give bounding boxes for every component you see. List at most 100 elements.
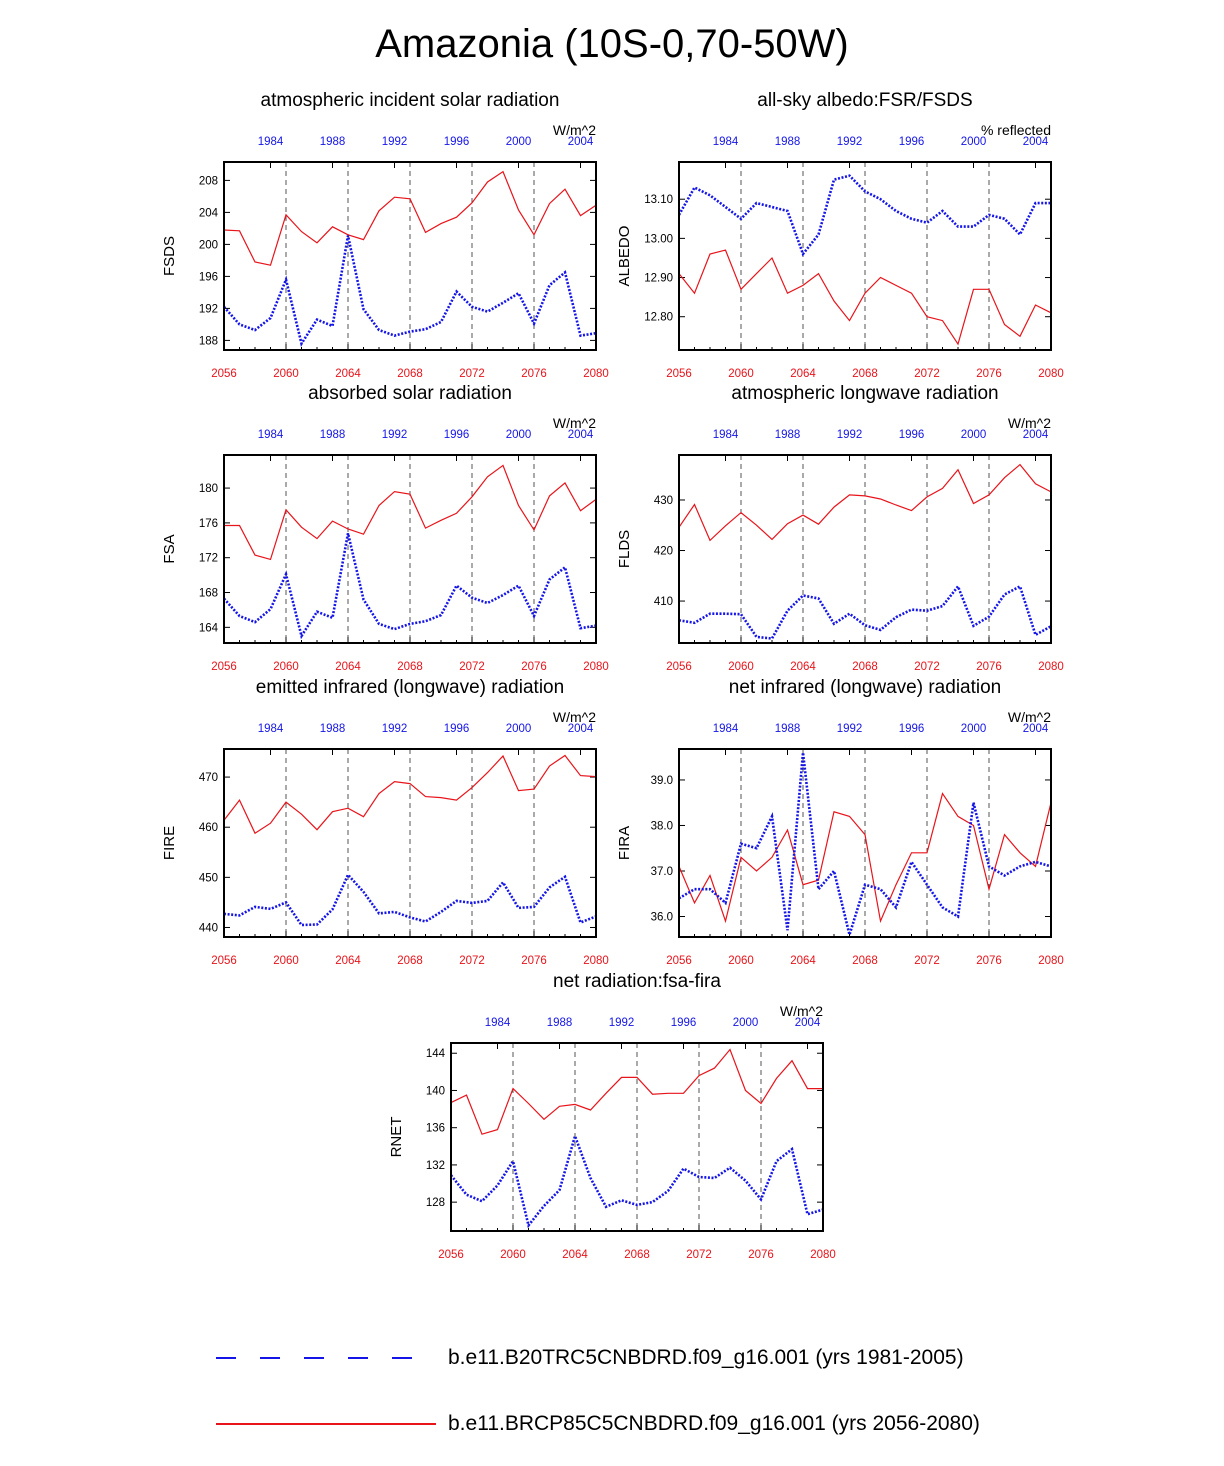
x-tick-label: 2064 — [790, 955, 816, 967]
x-tick-label: 2068 — [852, 368, 878, 380]
x-tick-label: 2080 — [1038, 368, 1064, 380]
x-top-tick-label: 2004 — [795, 1017, 821, 1029]
y-axis-label: FIRE — [161, 826, 178, 860]
x-top-tick-label: 2000 — [506, 136, 532, 148]
y-tick-label: 450 — [199, 872, 218, 884]
x-top-tick-label: 2004 — [1023, 136, 1049, 148]
x-tick-label: 2080 — [583, 661, 609, 673]
y-tick-label: 208 — [199, 175, 218, 187]
y-tick-label: 36.0 — [651, 912, 673, 924]
x-tick-label: 2076 — [521, 955, 547, 967]
figure-title: Amazonia (10S-0,70-50W) — [375, 22, 849, 66]
y-axis-label: FIRA — [616, 826, 633, 860]
y-tick-label: 176 — [199, 518, 218, 530]
x-tick-label: 2068 — [852, 661, 878, 673]
x-top-tick-label: 1992 — [382, 723, 408, 735]
x-top-tick-label: 1992 — [837, 723, 863, 735]
series-line-future — [223, 754, 597, 835]
series-line-future — [678, 463, 1052, 542]
y-tick-label: 204 — [199, 207, 219, 219]
chart-panel-fira: net infrared (longwave) radiation W/m^2 FI… — [616, 677, 1064, 967]
y-tick-label: 410 — [654, 596, 673, 608]
x-tick-label: 2072 — [914, 368, 940, 380]
x-tick-label: 2064 — [790, 368, 816, 380]
x-tick-label: 2072 — [914, 661, 940, 673]
y-tick-label: 13.10 — [644, 194, 673, 206]
y-tick-label: 200 — [199, 239, 218, 251]
y-axis-label: RNET — [388, 1117, 405, 1158]
chart-title: atmospheric incident solar radiation — [261, 90, 560, 111]
x-tick-label: 2060 — [273, 955, 299, 967]
x-top-tick-label: 1992 — [609, 1017, 635, 1029]
y-tick-label: 13.00 — [644, 233, 673, 245]
x-top-tick-label: 1984 — [258, 723, 284, 735]
x-tick-label: 2060 — [728, 661, 754, 673]
x-top-tick-label: 1996 — [899, 429, 925, 441]
legend-label-future: b.e11.BRCP85C5CNBDRD.f09_g16.001 (yrs 20… — [448, 1412, 980, 1435]
x-top-tick-label: 1996 — [444, 723, 470, 735]
plot-frame — [223, 748, 597, 938]
units-label: W/m^2 — [553, 415, 596, 431]
x-top-tick-label: 1992 — [837, 429, 863, 441]
plot-frame — [678, 748, 1052, 938]
x-top-tick-label: 1988 — [547, 1017, 573, 1029]
x-top-tick-label: 1992 — [382, 136, 408, 148]
x-top-tick-label: 1984 — [713, 136, 739, 148]
x-top-tick-label: 1984 — [258, 136, 284, 148]
y-axis-label: FSA — [161, 534, 178, 563]
y-tick-label: 128 — [426, 1197, 445, 1209]
x-tick-label: 2072 — [914, 955, 940, 967]
plot-frame — [678, 161, 1052, 351]
x-tick-label: 2076 — [521, 368, 547, 380]
series-line-historical — [223, 872, 597, 927]
x-tick-label: 2076 — [976, 368, 1002, 380]
series-line-historical — [223, 235, 597, 347]
y-tick-label: 136 — [426, 1123, 445, 1135]
x-top-tick-label: 2004 — [568, 723, 594, 735]
legend-swatch-future — [216, 1423, 436, 1425]
x-top-tick-label: 1988 — [775, 723, 801, 735]
y-tick-label: 172 — [199, 553, 218, 565]
series-line-historical — [678, 583, 1052, 640]
x-top-tick-label: 1996 — [671, 1017, 697, 1029]
plot-frame — [223, 161, 597, 351]
x-tick-label: 2064 — [335, 661, 361, 673]
series-line-future — [450, 1048, 823, 1135]
y-tick-label: 470 — [199, 772, 218, 784]
x-tick-label: 2068 — [852, 955, 878, 967]
x-tick-label: 2068 — [397, 368, 423, 380]
legend-label-historical: b.e11.B20TRC5CNBDRD.f09_g16.001 (yrs 198… — [448, 1346, 964, 1369]
x-top-tick-label: 1996 — [444, 429, 470, 441]
y-tick-label: 164 — [199, 622, 219, 634]
y-axis-label: ALBEDO — [616, 226, 633, 287]
chart-panel-fire: emitted infrared (longwave) radiation W/m… — [161, 677, 609, 967]
x-top-tick-label: 1996 — [444, 136, 470, 148]
x-tick-label: 2064 — [562, 1249, 588, 1261]
x-tick-label: 2076 — [976, 661, 1002, 673]
x-tick-label: 2060 — [728, 368, 754, 380]
x-top-tick-label: 2000 — [506, 429, 532, 441]
y-tick-label: 144 — [426, 1048, 446, 1060]
y-tick-label: 39.0 — [651, 775, 673, 787]
x-top-tick-label: 1988 — [320, 429, 346, 441]
x-top-tick-label: 1988 — [775, 429, 801, 441]
x-top-tick-label: 1996 — [899, 136, 925, 148]
x-top-tick-label: 2000 — [961, 136, 987, 148]
x-tick-label: 2056 — [438, 1249, 464, 1261]
chart-title: net radiation:fsa-fira — [553, 971, 721, 992]
x-top-tick-label: 1988 — [775, 136, 801, 148]
x-tick-label: 2080 — [1038, 955, 1064, 967]
x-tick-label: 2056 — [666, 368, 692, 380]
x-tick-label: 2080 — [810, 1249, 836, 1261]
chart-title: emitted infrared (longwave) radiation — [256, 677, 564, 698]
chart-panel-fsds: atmospheric incident solar radiation W/m^… — [161, 90, 609, 380]
x-tick-label: 2064 — [335, 955, 361, 967]
x-top-tick-label: 2000 — [506, 723, 532, 735]
x-tick-label: 2072 — [459, 661, 485, 673]
x-top-tick-label: 2000 — [961, 429, 987, 441]
plot-frame — [678, 454, 1052, 644]
chart-title: all-sky albedo:FSR/FSDS — [757, 90, 972, 111]
units-label: W/m^2 — [553, 709, 596, 725]
chart-panel-albedo: all-sky albedo:FSR/FSDS % reflected ALBEDO… — [616, 90, 1064, 380]
y-axis-label: FLDS — [616, 530, 633, 568]
